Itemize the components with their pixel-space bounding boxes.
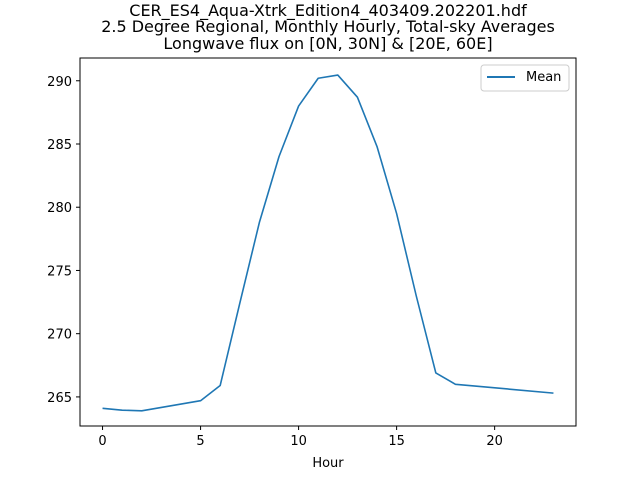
legend-box bbox=[480, 64, 570, 92]
plot-series bbox=[102, 74, 554, 412]
series-line-mean bbox=[102, 74, 554, 412]
x-axis-label: Hour bbox=[312, 456, 344, 471]
x-tick-label: 15 bbox=[388, 434, 405, 449]
x-tick-label: 0 bbox=[98, 434, 106, 449]
x-tick-label: 5 bbox=[196, 434, 204, 449]
chart-title-line-3: Longwave flux on [0N, 30N] & [20E, 60E] bbox=[163, 34, 492, 53]
y-tick-label: 285 bbox=[47, 138, 72, 153]
plot-area-frame bbox=[79, 57, 577, 427]
y-tick-label: 280 bbox=[47, 201, 72, 216]
chart-title-line-1: CER_ES4_Aqua-Xtrk_Edition4_403409.202201… bbox=[129, 1, 527, 21]
y-tick-label: 290 bbox=[47, 75, 72, 90]
x-tick-label: 10 bbox=[290, 434, 307, 449]
x-tick-label: 20 bbox=[486, 434, 503, 449]
axis-ticks: 0 5 10 15 20 265 270 275 280 285 290 bbox=[47, 75, 503, 449]
y-tick-label: 275 bbox=[47, 264, 72, 279]
legend: Mean bbox=[480, 64, 570, 92]
y-tick-label: 270 bbox=[47, 328, 72, 343]
legend-label-mean: Mean bbox=[526, 70, 561, 85]
y-tick-label: 265 bbox=[47, 391, 72, 406]
chart-title-line-2: 2.5 Degree Regional, Monthly Hourly, Tot… bbox=[101, 17, 555, 36]
